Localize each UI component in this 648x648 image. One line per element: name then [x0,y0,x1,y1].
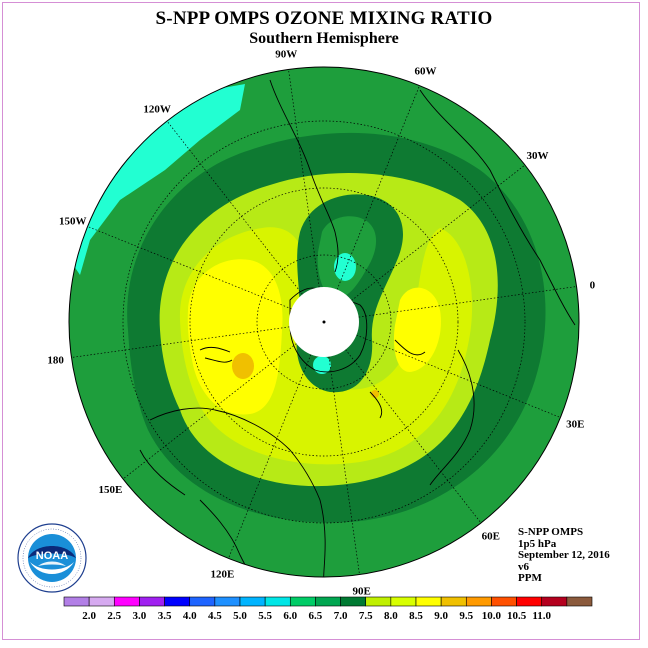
meridian--30 [323,164,526,323]
meridian--180 [71,321,325,358]
longitude-label: 60W [415,66,437,78]
meridian-60 [323,321,482,524]
longitude-label: 150W [59,215,87,227]
meridian--150 [87,226,325,323]
yellow-core-east [393,287,441,372]
color-scale-label: 6.0 [283,610,297,622]
cyan-patch-west [70,84,245,275]
color-swatch [516,596,543,607]
meridian--120 [166,120,325,323]
color-swatch [289,596,316,607]
map-boundary [68,66,580,578]
color-swatch [88,596,115,607]
graticule [122,120,526,524]
color-swatch [139,596,165,607]
info-units: PPM [518,572,542,584]
noaa-logo: NOAA [17,523,87,593]
color-scale-label: 3.5 [158,610,172,622]
longitude-label: 60E [482,531,500,543]
longitude-label: 0 [590,279,596,291]
longitude-label: 90E [353,585,371,597]
longitude-label: 120E [211,568,235,580]
longitude-label: 180 [47,355,64,367]
color-swatch [440,596,467,607]
color-scale-label: 8.5 [409,610,423,622]
longitude-label: 30W [527,150,549,162]
meridian-30 [323,321,561,418]
color-swatch [340,596,367,607]
info-product: S-NPP OMPS [518,526,584,538]
map-subtitle: Southern Hemisphere [249,30,399,47]
meridian-90 [323,321,360,575]
color-scale-label: 5.5 [258,610,272,622]
color-swatch [189,596,216,607]
color-swatch [264,596,291,607]
color-swatch [239,596,266,607]
color-swatch [164,596,191,607]
color-swatch [63,596,90,607]
page-frame [2,2,640,640]
color-swatch [315,596,341,607]
longitude-label: 150E [99,484,123,496]
coastlines [139,79,576,577]
meridian--60 [323,85,420,323]
info-level: 1p5 hPa [518,537,557,550]
color-scale-label: 10.0 [482,610,502,622]
color-swatch [566,596,593,607]
color-scale-labels: 2.0 2.5 3.0 3.5 4.0 4.5 5.0 5.5 6.0 6.5 7.0 7.5 8.0 8… [82,610,551,622]
color-swatch [541,596,568,607]
color-scale-label: 11.0 [532,610,551,622]
meridian-150 [122,321,325,480]
color-scale-label: 10.5 [507,610,527,622]
meridian-0 [323,286,577,323]
color-scale-label: 9.5 [459,610,473,622]
color-scale-label: 7.5 [359,610,373,622]
color-swatch [415,596,442,607]
longitude-label: 90W [275,49,297,61]
color-scale-label: 5.0 [233,610,247,622]
color-scale-swatches [63,596,593,607]
color-scale-label: 9.0 [434,610,448,622]
color-scale-label: 4.5 [208,610,222,622]
color-swatch [491,596,517,607]
color-scale-label: 4.0 [183,610,197,622]
color-scale-label: 2.5 [107,610,121,622]
orange-small [371,390,379,398]
yellow-core-west [187,259,283,415]
info-version: v6 [518,560,529,573]
color-scale-label: 6.5 [309,610,323,622]
info-date: September 12, 2016 [518,549,610,561]
map-title: S-NPP OMPS OZONE MIXING RATIO [155,8,493,29]
south-pole-marker [322,320,326,324]
color-swatch [113,596,140,607]
meridian--90 [288,69,325,323]
color-swatch [465,596,492,607]
info-block: S-NPP OMPS 1p5 hPa September 12, 2016 v6… [518,526,610,585]
ozone-field [69,67,579,577]
color-scale-label: 2.0 [82,610,96,622]
color-scale-label: 7.0 [334,610,348,622]
longitude-label: 120W [143,103,171,115]
meridian-lines [71,69,577,575]
orange-maximum [232,353,254,379]
noaa-logo-text: NOAA [36,550,68,562]
color-scale: 2.0 2.5 3.0 3.5 4.0 4.5 5.0 5.5 6.0 6.5 7.0 7.5 8.0 8… [63,596,593,622]
longitude-label: 30E [566,419,584,431]
meridian-120 [228,321,325,559]
color-swatch [365,596,392,607]
color-swatch [214,596,241,607]
color-scale-label: 8.0 [384,610,398,622]
color-swatch [390,596,417,607]
longitude-labels: 90W 60W 30W 0 30E 60E 90E 120E 150E 180 150W 120W [47,49,595,598]
color-scale-label: 3.0 [133,610,147,622]
cyan-patch-center [334,253,356,281]
cyan-patch-south [313,356,331,374]
